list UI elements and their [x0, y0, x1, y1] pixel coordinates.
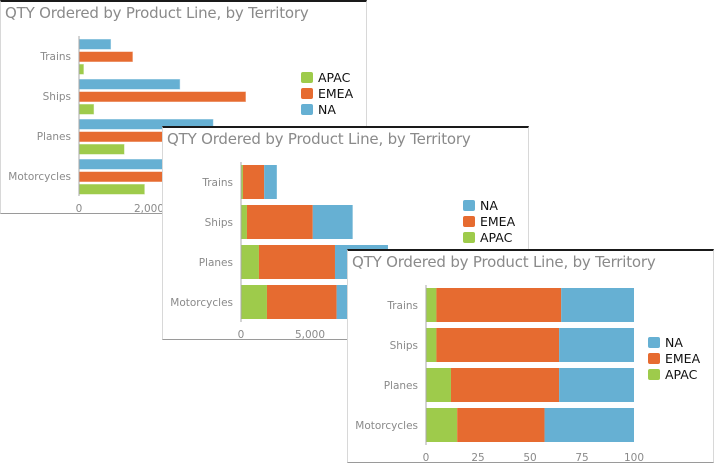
legend-label: APAC: [480, 230, 513, 245]
legend-swatch-emea: [301, 88, 313, 99]
x-tick-label: 5,000: [295, 329, 325, 340]
legend-label: EMEA: [665, 351, 701, 366]
bar-na-ships: [78, 78, 181, 90]
bar-emea-motorcycles: [266, 285, 337, 319]
x-tick-label: 0: [423, 452, 430, 463]
bar-apac-planes: [78, 143, 125, 155]
x-tick-label: 100: [624, 452, 644, 463]
legend-label: EMEA: [318, 86, 354, 101]
legend-swatch-apac: [301, 72, 313, 83]
category-label: Motorcycles: [170, 297, 233, 309]
category-label: Ships: [43, 91, 71, 103]
category-label: Planes: [37, 131, 71, 143]
x-tick-label: 75: [575, 452, 588, 463]
legend-label: NA: [318, 102, 336, 117]
bar-na-trains: [264, 165, 277, 199]
bar-apac-planes: [241, 245, 259, 279]
x-tick-label: 0: [76, 203, 83, 214]
category-label: Planes: [384, 380, 418, 392]
legend-swatch-na: [301, 104, 313, 115]
percent-stacked-bar-chart-panel: QTY Ordered by Product Line, by Territor…: [347, 249, 714, 463]
bar-na-planes: [559, 368, 634, 402]
x-tick-label: 0: [238, 329, 245, 340]
category-label: Ships: [390, 340, 418, 352]
chart-title: QTY Ordered by Product Line, by Territor…: [167, 130, 471, 148]
category-label: Planes: [199, 257, 233, 269]
category-label: Trains: [201, 177, 233, 189]
bar-na-trains: [561, 288, 634, 322]
bar-emea-ships: [246, 205, 313, 239]
legend-swatch-apac: [463, 232, 475, 243]
bar-emea-trains: [78, 51, 134, 63]
category-label: Motorcycles: [8, 171, 71, 183]
legend-label: NA: [480, 198, 498, 213]
bar-na-trains: [78, 38, 112, 50]
bar-apac-trains: [241, 165, 243, 199]
chart-title: QTY Ordered by Product Line, by Territor…: [352, 253, 656, 271]
x-tick-label: 2,000: [134, 203, 164, 214]
bar-apac-ships: [241, 205, 247, 239]
category-label: Trains: [39, 51, 71, 63]
bar-emea-motorcycles: [457, 408, 545, 442]
legend-swatch-apac: [648, 369, 660, 380]
bar-emea-trains: [242, 165, 265, 199]
legend-swatch-na: [648, 337, 660, 348]
bar-apac-ships: [426, 328, 437, 362]
category-label: Trains: [386, 300, 418, 312]
bar-emea-ships: [78, 91, 247, 103]
legend-swatch-emea: [463, 216, 475, 227]
legend-swatch-emea: [648, 353, 660, 364]
category-label: Motorcycles: [355, 420, 418, 432]
x-tick-label: 25: [471, 452, 484, 463]
bar-emea-ships: [436, 328, 560, 362]
legend-label: NA: [665, 335, 683, 350]
bar-na-motorcycles: [544, 408, 634, 442]
bar-apac-trains: [78, 63, 85, 75]
bar-na-ships: [312, 205, 353, 239]
bar-apac-motorcycles: [241, 285, 267, 319]
chart-title: QTY Ordered by Product Line, by Territor…: [5, 4, 309, 22]
legend-swatch-na: [463, 200, 475, 211]
legend-label: APAC: [318, 70, 351, 85]
chart-plot: Trains Ships Planes Motorcycles 0 25 50 75 100 NA…: [355, 285, 701, 463]
x-tick-label: 50: [523, 452, 536, 463]
bar-apac-trains: [426, 288, 437, 322]
bar-apac-motorcycles: [426, 408, 458, 442]
bar-na-ships: [559, 328, 634, 362]
bar-apac-ships: [78, 103, 95, 115]
bar-apac-planes: [426, 368, 451, 402]
category-label: Ships: [205, 217, 233, 229]
legend-label: APAC: [665, 367, 698, 382]
bar-emea-planes: [450, 368, 560, 402]
bar-apac-motorcycles: [78, 183, 146, 195]
legend-label: EMEA: [480, 214, 516, 229]
bar-emea-trains: [436, 288, 562, 322]
bar-emea-planes: [258, 245, 335, 279]
